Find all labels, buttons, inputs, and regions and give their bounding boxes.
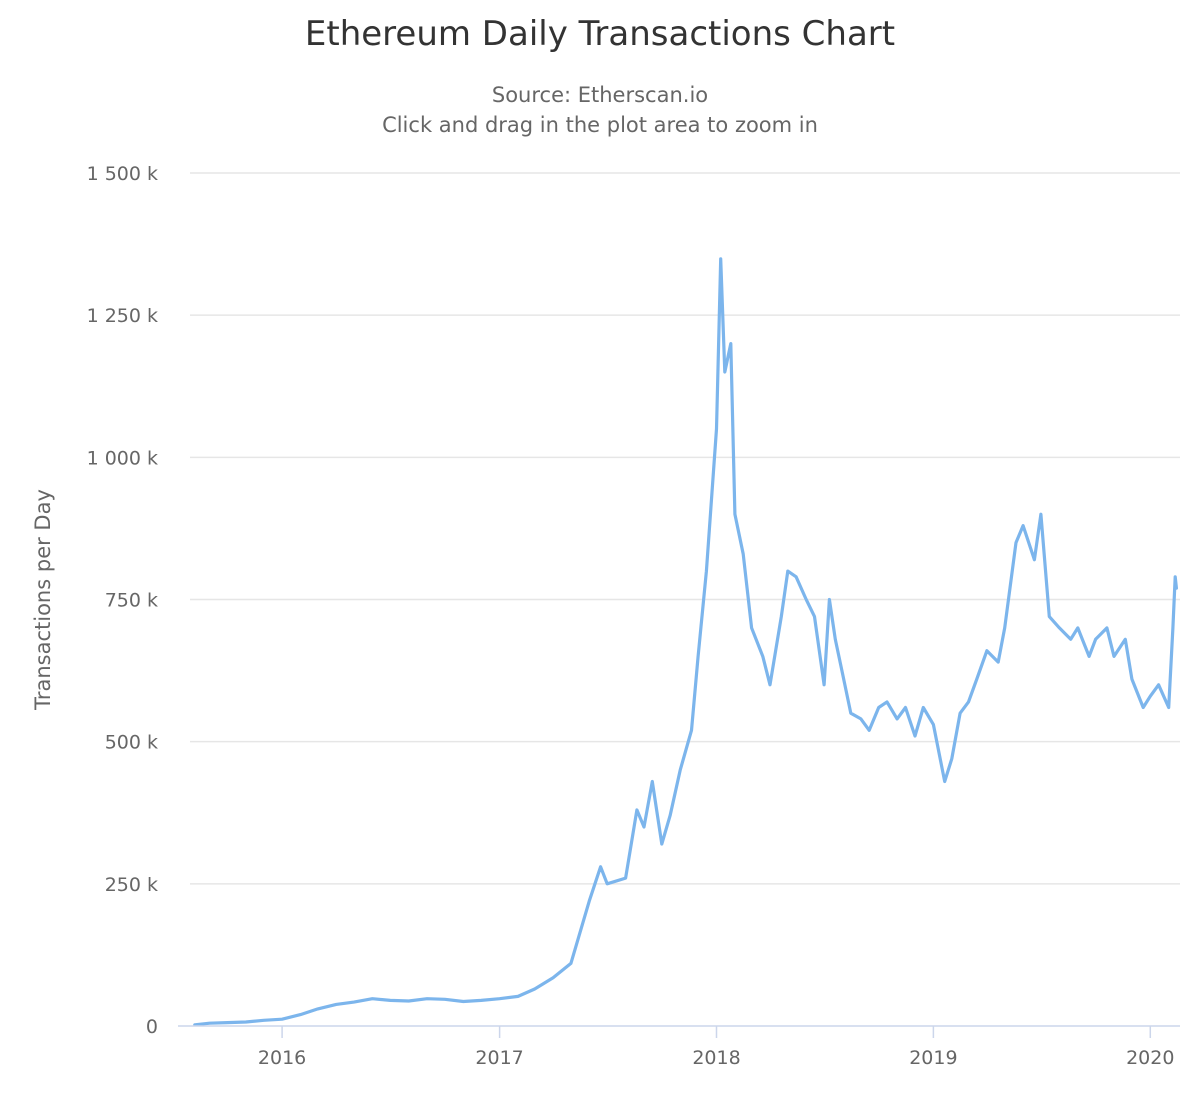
y-tick-label: 250 k (105, 874, 158, 896)
chart-subtitle-source: Source: Etherscan.io (491, 83, 709, 107)
y-tick-label: 1 500 k (87, 163, 158, 185)
chart-subtitle-hint: Click and drag in the plot area to zoom … (382, 113, 818, 137)
y-tick-label: 1 000 k (87, 447, 158, 469)
y-tick-label: 750 k (105, 590, 158, 612)
x-tick-label: 2017 (475, 1047, 523, 1069)
chart-title: Ethereum Daily Transactions Chart (304, 14, 896, 54)
x-tick-label: 2019 (909, 1047, 957, 1069)
series-line[interactable] (193, 257, 1179, 1027)
y-tick-label: 1 250 k (87, 305, 158, 327)
grid-layer (190, 172, 1180, 885)
x-tick-label: 2016 (258, 1047, 306, 1069)
y-tick-label: 0 (146, 1016, 158, 1038)
axis-layer (178, 1025, 1180, 1038)
x-tick-label: 2018 (692, 1047, 740, 1069)
y-axis-title: Transactions per Day (31, 489, 55, 711)
y-tick-label: 500 k (105, 732, 158, 754)
series-layer[interactable] (193, 257, 1179, 1027)
label-layer: 0 250 k 500 k 750 k 1 000 k 1 250 k 1 500 k 201… (31, 163, 1174, 1069)
x-tick-label: 2020 (1126, 1047, 1174, 1069)
